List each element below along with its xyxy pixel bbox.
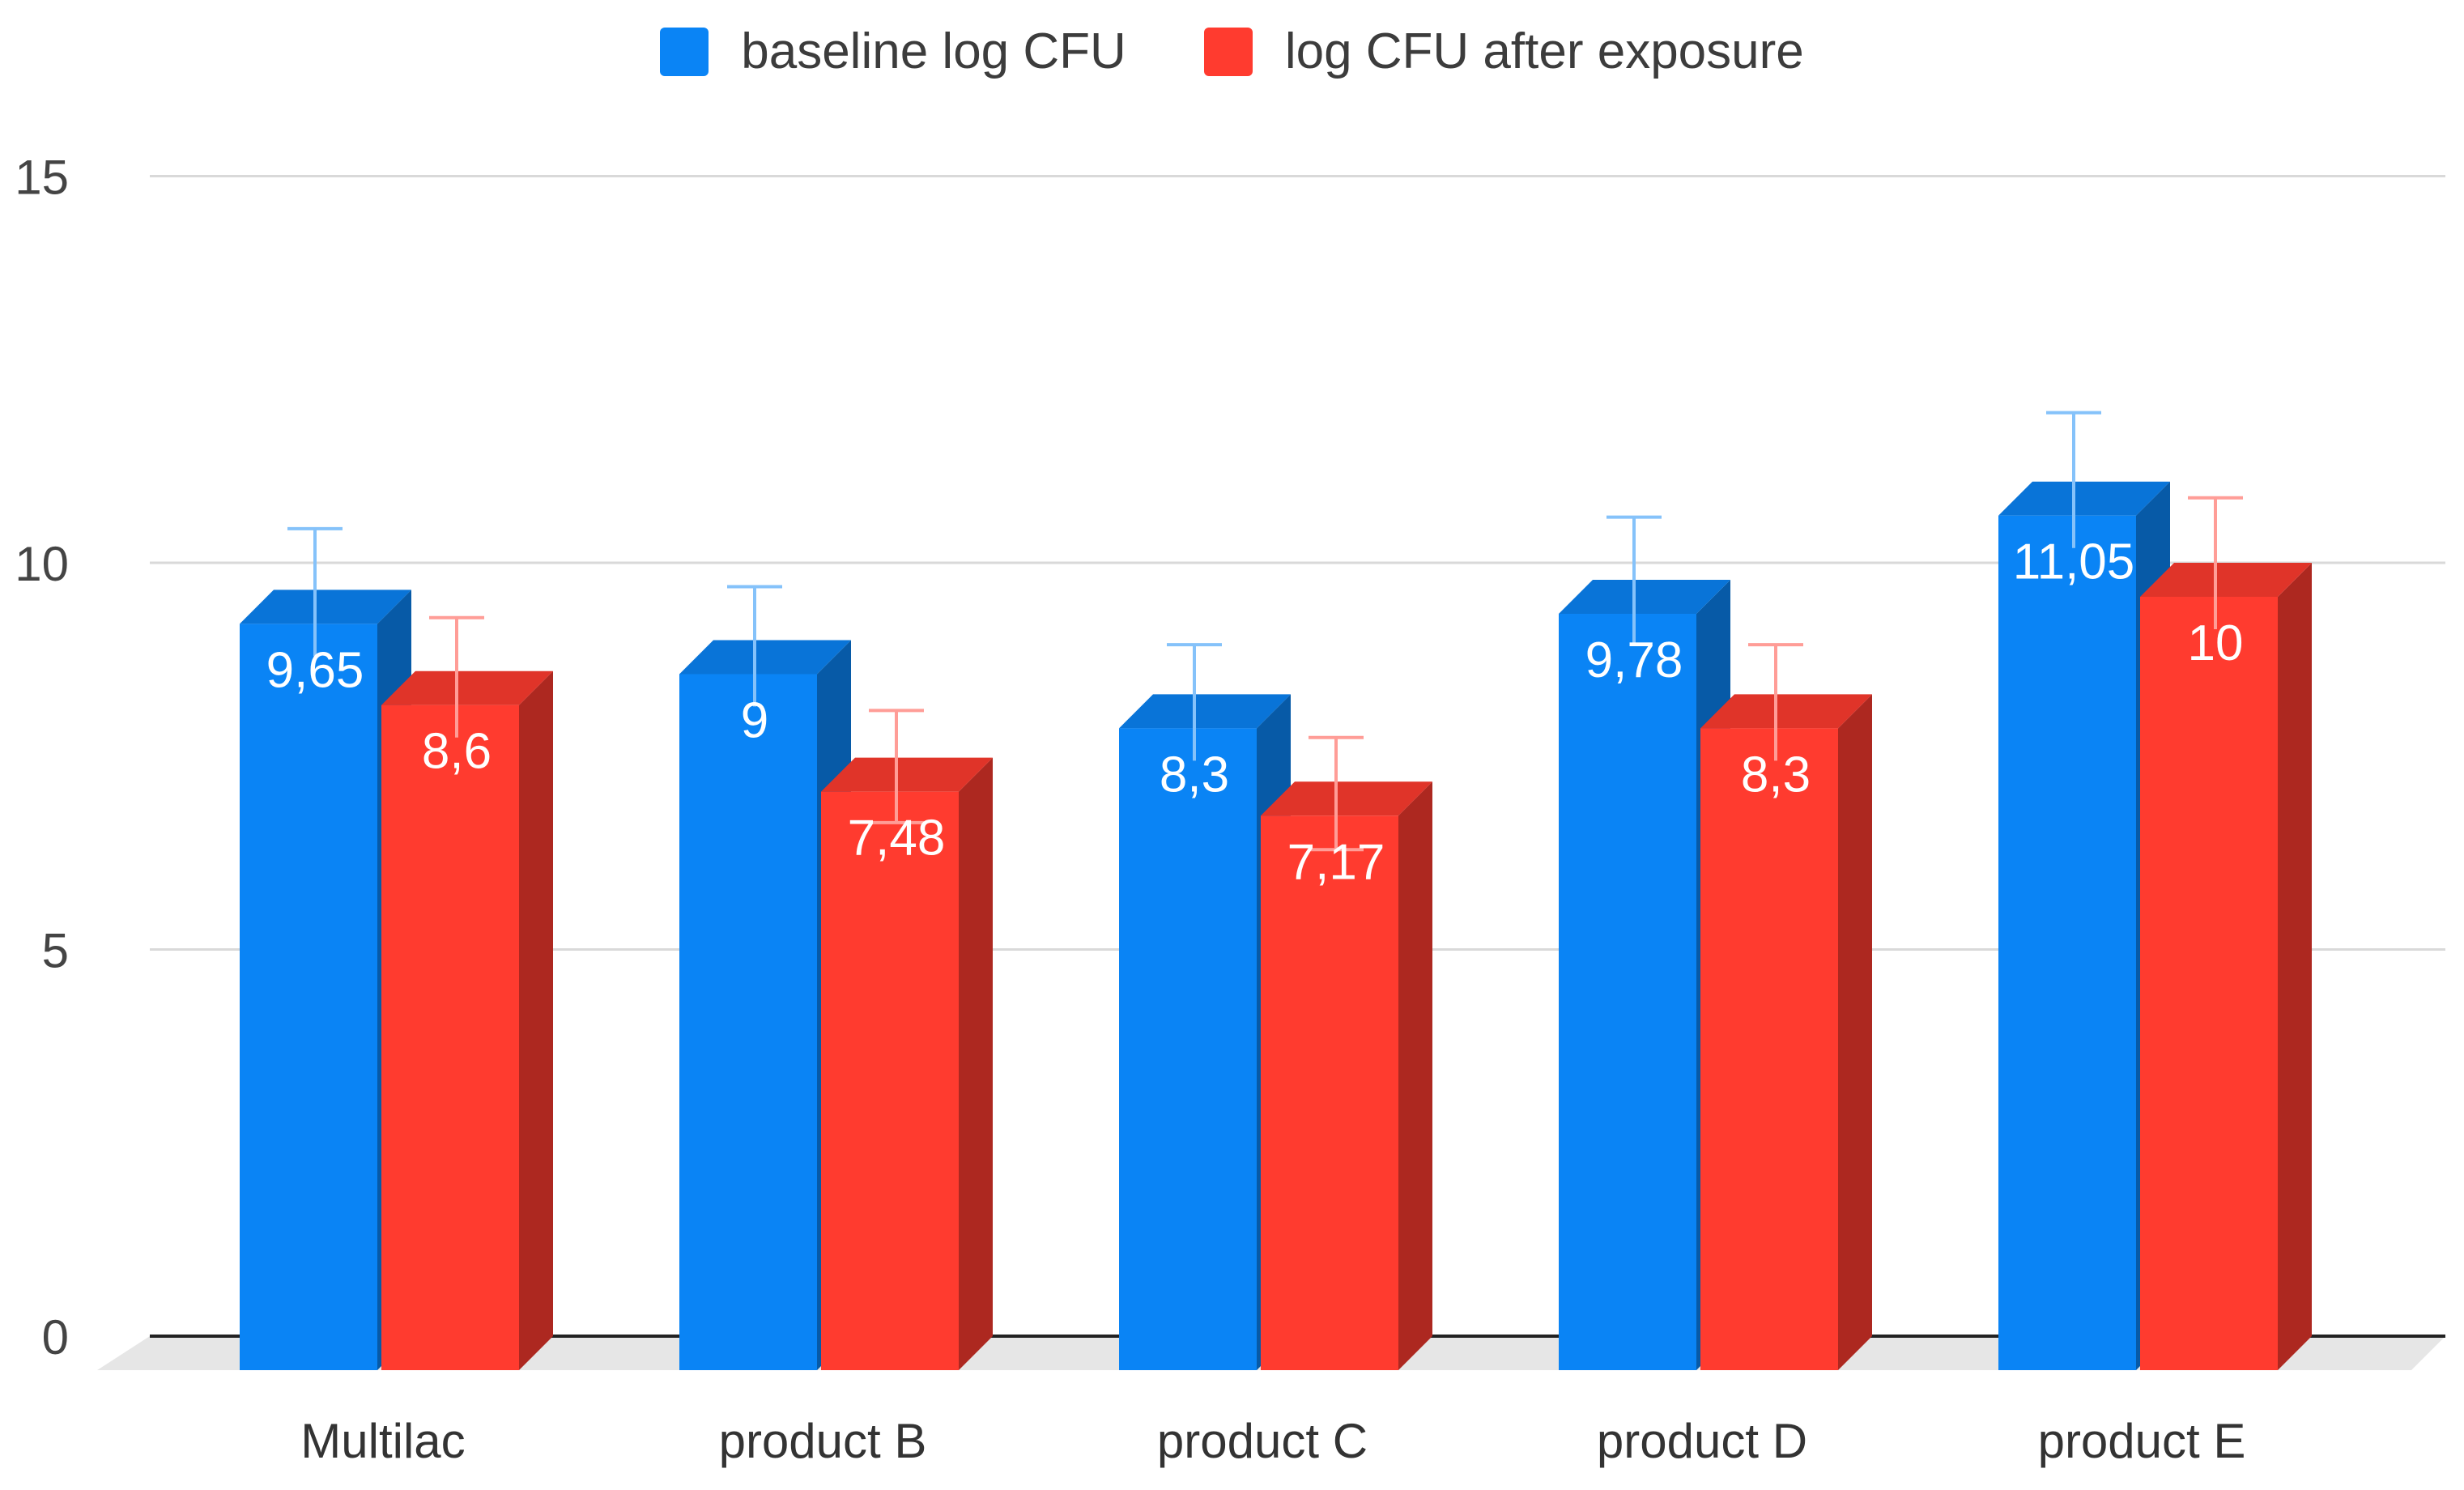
bar-side-face <box>519 670 553 1370</box>
bar-top-face <box>1998 481 2170 516</box>
bar-front-face <box>2140 597 2278 1370</box>
bar-front-face <box>679 674 817 1370</box>
data-label: 8,6 <box>422 724 492 780</box>
bar-after-exposure-0: 8,6 <box>381 615 553 1370</box>
legend-item-baseline[interactable]: baseline log CFU <box>660 23 1126 80</box>
bar-after-exposure-2: 7,17 <box>1261 735 1432 1370</box>
data-label: 11,05 <box>2013 534 2135 590</box>
bar-side-face <box>1838 694 1872 1370</box>
data-label: 7,17 <box>1287 834 1385 890</box>
y-tick-label-10: 10 <box>15 537 69 591</box>
legend-swatch-baseline <box>660 27 709 76</box>
x-tick-label-0: Multilac <box>300 1414 465 1468</box>
bar-after-exposure-3: 8,3 <box>1700 643 1872 1370</box>
data-label: 10 <box>2188 615 2244 671</box>
data-label: 8,3 <box>1741 747 1811 802</box>
bar-top-face <box>821 757 993 792</box>
y-tick-label-15: 15 <box>15 151 69 205</box>
bar-front-face <box>1261 815 1398 1370</box>
bar-top-face <box>2140 563 2312 597</box>
bar-top-face <box>381 670 553 705</box>
bar-front-face <box>1559 614 1696 1370</box>
y-tick-label-0: 0 <box>42 1310 69 1364</box>
x-tick-label-1: product B <box>719 1414 927 1468</box>
bar-top-face <box>240 590 411 624</box>
bar-top-face <box>1119 694 1291 729</box>
data-label: 9 <box>741 693 768 749</box>
y-tick-label-5: 5 <box>42 924 69 978</box>
data-label: 7,48 <box>848 811 946 866</box>
legend-label-baseline: baseline log CFU <box>741 23 1126 79</box>
bar-top-face <box>1700 694 1872 729</box>
bar-front-face <box>1119 728 1257 1370</box>
data-label: 8,3 <box>1160 747 1229 802</box>
data-label: 9,65 <box>266 642 364 698</box>
bar-side-face <box>1398 781 1432 1370</box>
data-label: 9,78 <box>1585 632 1683 688</box>
x-tick-label-3: product D <box>1597 1414 1807 1468</box>
bar-side-face <box>2278 563 2312 1370</box>
bar-top-face <box>1559 580 1730 615</box>
bar-side-face <box>959 757 993 1370</box>
legend: baseline log CFU log CFU after exposure <box>0 23 2464 80</box>
bar-front-face <box>381 705 519 1370</box>
bar-top-face <box>679 640 851 675</box>
bar-front-face <box>240 624 377 1370</box>
bar-top-face <box>1261 781 1432 816</box>
bar-front-face <box>1998 515 2136 1370</box>
bar-after-exposure-4: 10 <box>2140 496 2312 1370</box>
legend-swatch-after-exposure <box>1203 27 1253 76</box>
legend-item-after-exposure[interactable]: log CFU after exposure <box>1203 23 1804 80</box>
bar-after-exposure-1: 7,48 <box>821 709 993 1370</box>
x-tick-label-2: product C <box>1157 1414 1368 1468</box>
bar-front-face <box>821 791 959 1370</box>
legend-label-after-exposure: log CFU after exposure <box>1284 23 1804 79</box>
bar-front-face <box>1700 728 1838 1370</box>
x-tick-label-4: product E <box>2038 1414 2246 1468</box>
